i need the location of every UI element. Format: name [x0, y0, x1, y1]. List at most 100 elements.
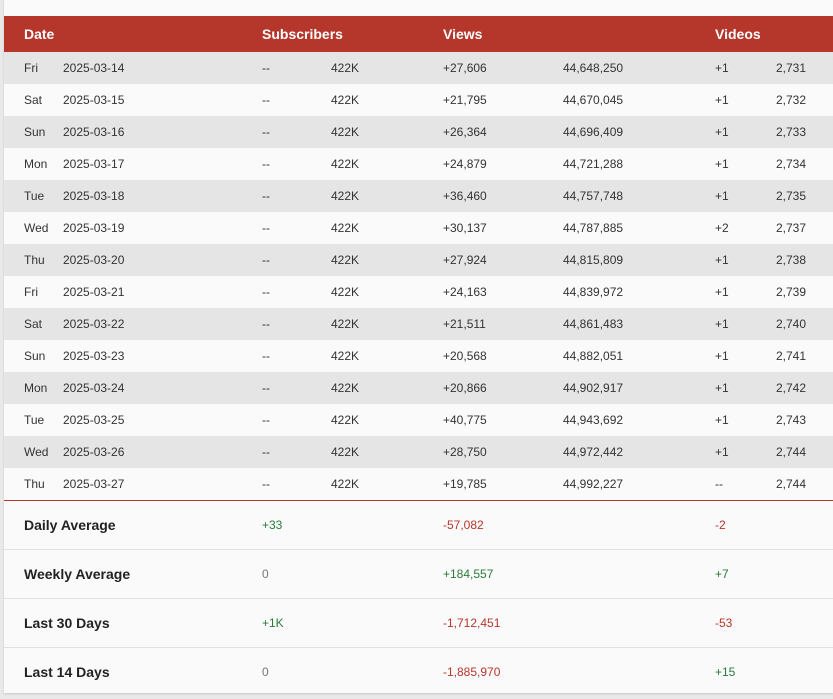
- row-subscriber-change: --: [262, 468, 331, 501]
- table-row: Sun 2025-03-23 -- 422K +20,568 44,882,051 +1 2,…: [4, 340, 833, 372]
- row-day: Fri: [4, 276, 63, 308]
- row-videos-change: +1: [715, 276, 776, 308]
- row-subscriber-change: --: [262, 212, 331, 244]
- row-videos-change: +1: [715, 308, 776, 340]
- row-date: 2025-03-22: [63, 308, 262, 340]
- table-row: Thu 2025-03-27 -- 422K +19,785 44,992,227 -- 2,…: [4, 468, 833, 501]
- row-subscriber-change: --: [262, 340, 331, 372]
- row-views: 44,992,227: [563, 468, 715, 501]
- row-views-change: +28,750: [443, 436, 563, 468]
- row-day: Wed: [4, 436, 63, 468]
- row-subscriber-change: --: [262, 52, 331, 84]
- row-subscriber-change: --: [262, 84, 331, 116]
- summary-row: Daily Average +33 -57,082 -2: [4, 501, 833, 550]
- table-row: Sun 2025-03-16 -- 422K +26,364 44,696,409 +1 2,…: [4, 116, 833, 148]
- row-videos: 2,744: [776, 468, 833, 501]
- summary-videos: +15: [715, 647, 833, 696]
- row-videos-change: +1: [715, 180, 776, 212]
- row-day: Tue: [4, 180, 63, 212]
- daily-stats-table: Fri 2025-03-14 -- 422K +27,606 44,648,250 +1 2,…: [4, 52, 833, 501]
- row-subscriber-change: --: [262, 116, 331, 148]
- table-row: Fri 2025-03-14 -- 422K +27,606 44,648,250 +1 2,…: [4, 52, 833, 84]
- summary-views: -1,885,970: [443, 647, 715, 696]
- row-date: 2025-03-20: [63, 244, 262, 276]
- summary-subscribers: 0: [262, 549, 443, 599]
- row-videos: 2,743: [776, 404, 833, 436]
- header-views[interactable]: Views: [443, 16, 715, 52]
- card-top-strip: [4, 0, 833, 16]
- row-subscribers: 422K: [331, 372, 443, 404]
- row-videos-change: --: [715, 468, 776, 501]
- row-videos: 2,742: [776, 372, 833, 404]
- row-day: Mon: [4, 148, 63, 180]
- row-subscriber-change: --: [262, 276, 331, 308]
- table-row: Tue 2025-03-18 -- 422K +36,460 44,757,748 +1 2,…: [4, 180, 833, 212]
- row-videos-change: +1: [715, 404, 776, 436]
- row-videos: 2,734: [776, 148, 833, 180]
- row-views-change: +20,866: [443, 372, 563, 404]
- stats-card: Date Subscribers Views Videos Fri 2025-03…: [4, 0, 833, 696]
- table-row: Mon 2025-03-17 -- 422K +24,879 44,721,288 +1 2,…: [4, 148, 833, 180]
- header-videos[interactable]: Videos: [715, 16, 833, 52]
- row-videos: 2,731: [776, 52, 833, 84]
- summary-videos: +7: [715, 549, 833, 599]
- row-videos: 2,735: [776, 180, 833, 212]
- row-subscriber-change: --: [262, 404, 331, 436]
- row-videos-change: +1: [715, 52, 776, 84]
- table-row: Sat 2025-03-15 -- 422K +21,795 44,670,045 +1 2,…: [4, 84, 833, 116]
- summary-row: Weekly Average 0 +184,557 +7: [4, 549, 833, 599]
- row-videos: 2,738: [776, 244, 833, 276]
- summary-table: Daily Average +33 -57,082 -2 Weekly Average 0…: [4, 501, 833, 696]
- header-subscribers[interactable]: Subscribers: [262, 16, 443, 52]
- row-subscriber-change: --: [262, 308, 331, 340]
- row-views-change: +21,511: [443, 308, 563, 340]
- summary-label: Daily Average: [24, 517, 116, 533]
- row-views: 44,721,288: [563, 148, 715, 180]
- row-subscribers: 422K: [331, 212, 443, 244]
- row-views-change: +27,924: [443, 244, 563, 276]
- summary-row: Last 14 Days 0 -1,885,970 +15: [4, 647, 833, 696]
- row-views-change: +40,775: [443, 404, 563, 436]
- summary-label: Last 14 Days: [4, 647, 262, 696]
- summary-views: -57,082: [443, 518, 484, 532]
- row-subscribers: 422K: [331, 468, 443, 501]
- table-row: Mon 2025-03-24 -- 422K +20,866 44,902,917 +1 2,…: [4, 372, 833, 404]
- row-subscribers: 422K: [331, 52, 443, 84]
- row-subscribers: 422K: [331, 244, 443, 276]
- row-views-change: +30,137: [443, 212, 563, 244]
- row-date: 2025-03-14: [63, 52, 262, 84]
- table-header: Date Subscribers Views Videos: [4, 16, 833, 52]
- row-views: 44,943,692: [563, 404, 715, 436]
- row-subscriber-change: --: [262, 148, 331, 180]
- row-videos: 2,733: [776, 116, 833, 148]
- row-videos: 2,744: [776, 436, 833, 468]
- table-row: Sat 2025-03-22 -- 422K +21,511 44,861,483 +1 2,…: [4, 308, 833, 340]
- row-views: 44,902,917: [563, 372, 715, 404]
- summary-subscribers: 0: [262, 647, 443, 696]
- row-subscriber-change: --: [262, 436, 331, 468]
- row-views: 44,648,250: [563, 52, 715, 84]
- row-date: 2025-03-21: [63, 276, 262, 308]
- row-videos: 2,739: [776, 276, 833, 308]
- row-subscribers: 422K: [331, 180, 443, 212]
- row-subscribers: 422K: [331, 308, 443, 340]
- row-date: 2025-03-15: [63, 84, 262, 116]
- row-videos-change: +1: [715, 436, 776, 468]
- header-date[interactable]: Date: [4, 16, 262, 52]
- row-videos-change: +1: [715, 340, 776, 372]
- row-views-change: +26,364: [443, 116, 563, 148]
- row-day: Mon: [4, 372, 63, 404]
- row-subscribers: 422K: [331, 404, 443, 436]
- summary-views: -1,712,451: [443, 598, 715, 648]
- row-date: 2025-03-27: [63, 468, 262, 501]
- row-videos: 2,740: [776, 308, 833, 340]
- row-day: Fri: [4, 52, 63, 84]
- row-subscribers: 422K: [331, 116, 443, 148]
- row-date: 2025-03-26: [63, 436, 262, 468]
- row-date: 2025-03-23: [63, 340, 262, 372]
- summary-subscribers: +1K: [262, 598, 443, 648]
- row-views: 44,882,051: [563, 340, 715, 372]
- summary-views: +184,557: [443, 549, 715, 599]
- row-subscribers: 422K: [331, 276, 443, 308]
- row-videos-change: +1: [715, 148, 776, 180]
